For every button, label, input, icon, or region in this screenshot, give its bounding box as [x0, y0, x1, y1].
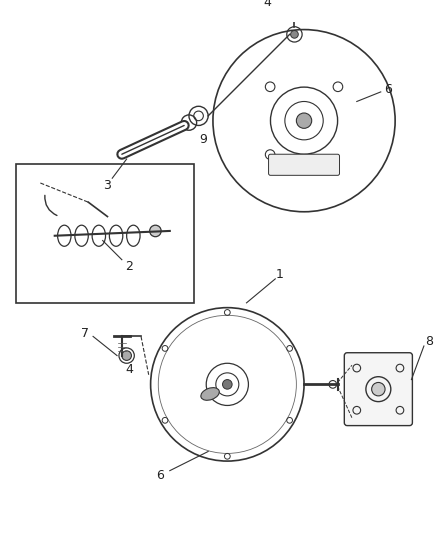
Circle shape	[122, 351, 131, 360]
Circle shape	[291, 30, 298, 38]
Circle shape	[223, 379, 232, 389]
Text: 7: 7	[81, 327, 89, 340]
FancyBboxPatch shape	[344, 353, 413, 426]
Text: 8: 8	[425, 335, 433, 348]
Text: 3: 3	[103, 180, 111, 192]
Circle shape	[371, 383, 385, 396]
FancyBboxPatch shape	[268, 154, 339, 175]
Text: 4: 4	[126, 364, 134, 376]
Text: 6: 6	[156, 469, 164, 482]
Text: 6: 6	[385, 83, 392, 95]
Text: 4: 4	[264, 0, 272, 9]
Text: 9: 9	[199, 133, 207, 147]
Text: 1: 1	[276, 268, 284, 280]
Circle shape	[297, 113, 312, 128]
Circle shape	[150, 225, 161, 237]
Text: 2: 2	[126, 260, 134, 273]
Bar	[16, 164, 194, 303]
Ellipse shape	[201, 387, 219, 400]
